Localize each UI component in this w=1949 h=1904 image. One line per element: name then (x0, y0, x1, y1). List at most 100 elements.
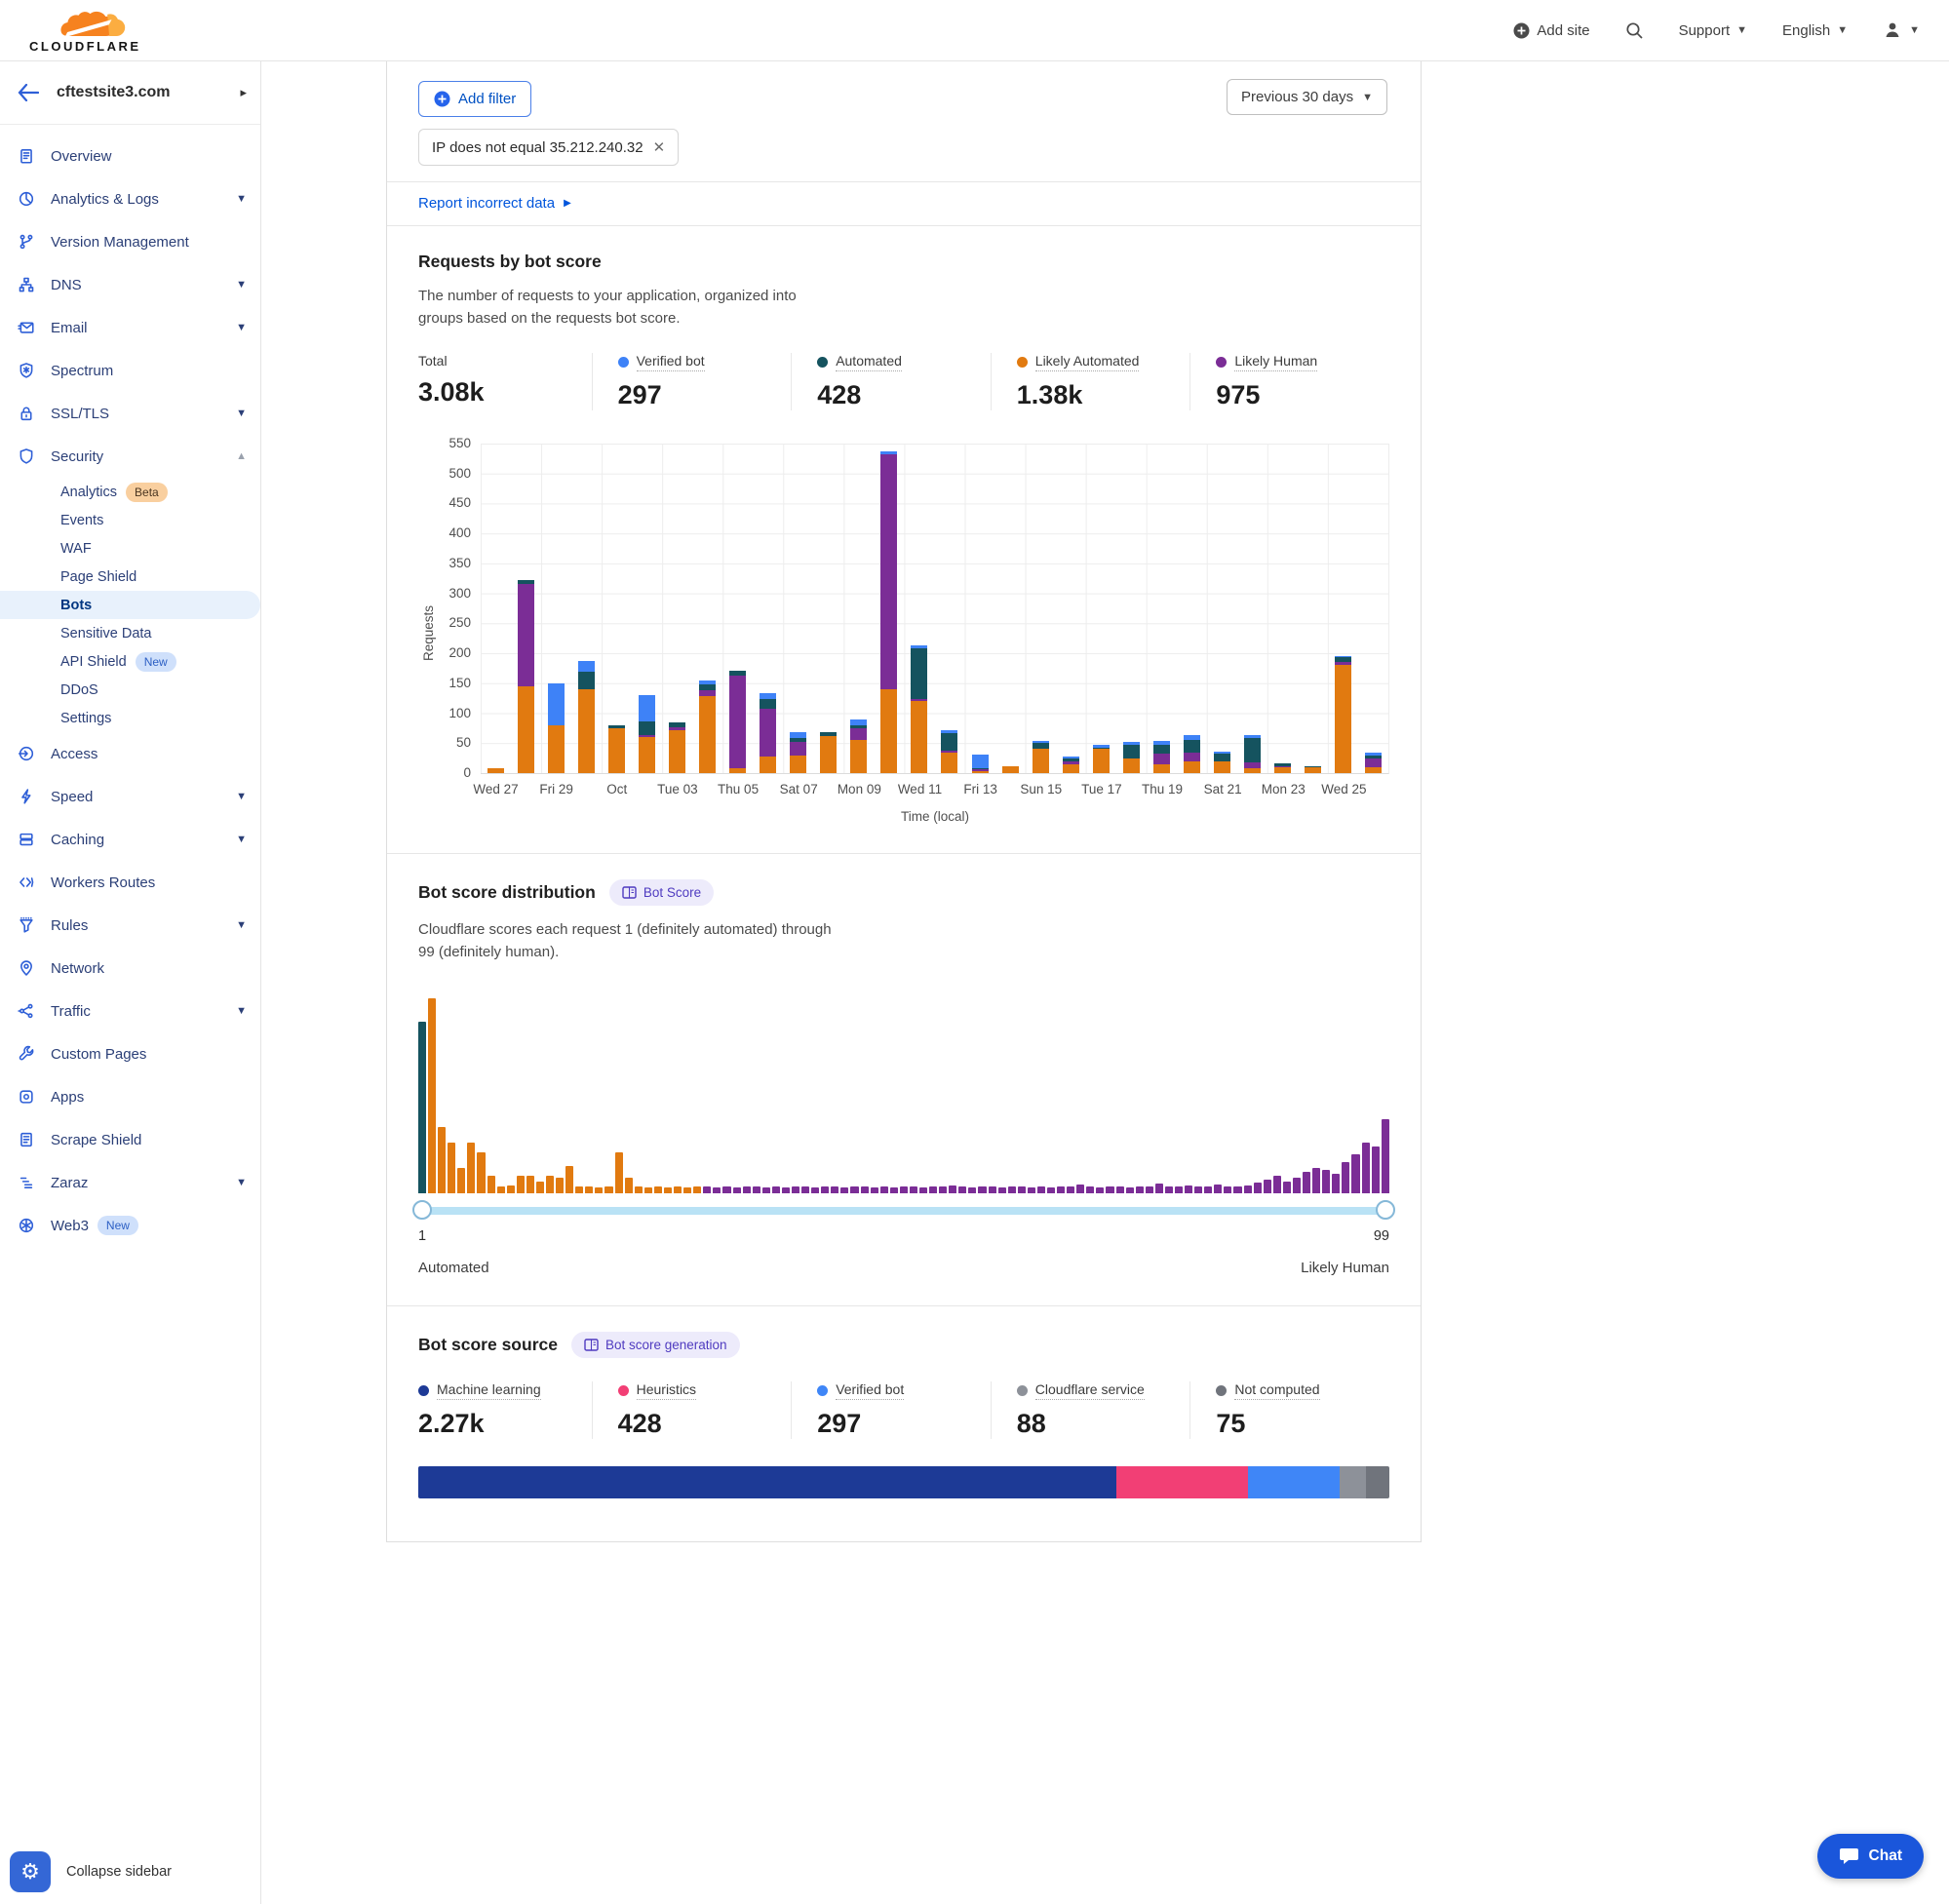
hist-bar-score-66 (1057, 1185, 1066, 1193)
sidebar-item-version-management[interactable]: Version Management (0, 220, 260, 263)
hist-bar-score-21 (614, 1152, 623, 1193)
segment-automated (1122, 745, 1140, 758)
segment-likely-human (850, 727, 868, 741)
slider-handle-min[interactable] (412, 1200, 432, 1220)
sidebar-item-overview[interactable]: Overview (0, 135, 260, 177)
sidebar-item-dns[interactable]: DNS ▼ (0, 263, 260, 306)
hist-bar-score-97 (1361, 1143, 1370, 1193)
report-incorrect-data-link[interactable]: Report incorrect data ▶ (418, 195, 571, 212)
y-tick: 450 (448, 495, 471, 511)
language-menu[interactable]: English ▼ (1782, 21, 1849, 39)
segment-likely-automated (669, 729, 686, 773)
bot-score-distribution-section: Bot score distribution Bot Score Cloudfl… (387, 854, 1421, 1306)
chevron-down-icon: ▼ (236, 408, 247, 419)
sidebar-item-caching[interactable]: Caching ▼ (0, 818, 260, 861)
stat-label[interactable]: Likely Human (1234, 353, 1318, 371)
sidebar-item-access[interactable]: Access (0, 732, 260, 775)
sidebar-subitem-api-shield[interactable]: API Shield New (0, 647, 260, 676)
stat-label[interactable]: Likely Automated (1034, 353, 1140, 371)
stat-label[interactable]: Verified bot (836, 1381, 905, 1400)
segment-likely-automated (941, 752, 958, 773)
add-filter-button[interactable]: Add filter (418, 81, 532, 117)
sidebar-subitem-waf[interactable]: WAF (0, 534, 260, 563)
sidebar-item-web3[interactable]: Web3 New (0, 1204, 260, 1247)
sidebar-item-network[interactable]: Network (0, 947, 260, 990)
x-tick: Mon 09 (837, 782, 881, 797)
sidebar-subitem-events[interactable]: Events (0, 506, 260, 534)
sidebar-item-zaraz[interactable]: Zaraz ▼ (0, 1161, 260, 1204)
stat-label[interactable]: Heuristics (636, 1381, 697, 1400)
bot-score-source-section: Bot score source Bot score generation Ma… (387, 1306, 1421, 1541)
y-tick: 150 (448, 675, 471, 690)
sidebar-item-label: Security (51, 447, 104, 465)
sidebar-item-apps[interactable]: Apps (0, 1075, 260, 1118)
sidebar-item-workers-routes[interactable]: Workers Routes (0, 861, 260, 904)
segment-likely-automated (1334, 665, 1351, 773)
add-site-button[interactable]: Add site (1513, 22, 1590, 39)
stat-label[interactable]: Cloudflare service (1034, 1381, 1145, 1400)
sidebar-item-speed[interactable]: Speed ▼ (0, 775, 260, 818)
collapse-sidebar-button[interactable]: Collapse sidebar (66, 1864, 173, 1880)
chevron-down-icon: ▼ (1736, 24, 1748, 36)
segment-likely-automated (1183, 760, 1200, 773)
y-tick: 200 (448, 645, 471, 661)
legend-dot (617, 357, 629, 368)
sidebar-subitem-settings[interactable]: Settings (0, 704, 260, 732)
segment-automated (518, 579, 535, 585)
sidebar-subitem-ddos[interactable]: DDoS (0, 676, 260, 704)
hist-bar-score-31 (713, 1186, 721, 1193)
sidebar-item-email[interactable]: Email ▼ (0, 306, 260, 349)
sidebar-item-analytics-logs[interactable]: Analytics & Logs ▼ (0, 177, 260, 220)
chat-button[interactable]: Chat (1816, 1834, 1924, 1879)
dns-icon (17, 275, 36, 294)
requests-chart: Requests 550 500 450 400 350 300 250 200 150 100 5… (418, 436, 1389, 824)
segment-automated (850, 724, 868, 728)
preferences-button[interactable]: ⚙ (10, 1851, 51, 1892)
date-range-selector[interactable]: Previous 30 days ▼ (1227, 79, 1387, 115)
stat-machine-learning: Machine learning 2.27k (418, 1381, 592, 1439)
sidebar-item-ssl-tls[interactable]: SSL/TLS ▼ (0, 392, 260, 435)
sidebar-item-custom-pages[interactable]: Custom Pages (0, 1032, 260, 1075)
segment-verified-bot (880, 451, 898, 455)
sidebar-subitem-sensitive-data[interactable]: Sensitive Data (0, 619, 260, 647)
y-tick: 50 (455, 735, 471, 751)
source-segment-heuristics (1115, 1466, 1248, 1498)
back-arrow-icon[interactable] (18, 84, 39, 101)
spectrum-icon (17, 361, 36, 380)
sidebar-item-rules[interactable]: Rules ▼ (0, 904, 260, 947)
sidebar-item-label: Traffic (51, 1002, 91, 1020)
search-button[interactable] (1625, 21, 1644, 40)
site-expand-icon[interactable]: ▸ (240, 85, 247, 99)
bot-score-generation-badge[interactable]: Bot score generation (570, 1332, 740, 1358)
hist-bar-score-33 (732, 1186, 741, 1193)
sidebar-subitem-page-shield[interactable]: Page Shield (0, 563, 260, 591)
score-range-slider[interactable] (412, 1200, 1395, 1220)
slider-handle-max[interactable] (1376, 1200, 1395, 1220)
x-tick: Oct (606, 782, 628, 797)
legend-dot (1216, 1385, 1228, 1396)
filter-chip[interactable]: IP does not equal 35.212.240.32 ✕ (418, 129, 680, 166)
sidebar-item-scrape-shield[interactable]: Scrape Shield (0, 1118, 260, 1161)
access-icon (17, 744, 36, 763)
cloudflare-logo[interactable]: CLOUDFLARE (29, 8, 141, 54)
hist-bar-score-1 (418, 1022, 427, 1193)
stat-label[interactable]: Not computed (1234, 1381, 1320, 1400)
sidebar-subitem-bots[interactable]: Bots (0, 591, 260, 619)
sidebar-item-traffic[interactable]: Traffic ▼ (0, 990, 260, 1032)
sidebar-item-spectrum[interactable]: Spectrum (0, 349, 260, 392)
remove-filter-icon[interactable]: ✕ (652, 139, 666, 156)
hist-bar-score-37 (771, 1186, 780, 1193)
hist-bar-score-6 (467, 1143, 476, 1193)
hist-bar-score-63 (1027, 1186, 1035, 1193)
account-menu[interactable]: ▼ (1883, 20, 1920, 40)
stat-label[interactable]: Automated (836, 353, 902, 371)
sidebar-subitem-analytics[interactable]: Analytics Beta (0, 478, 260, 506)
web3-icon (17, 1216, 36, 1235)
stat-label[interactable]: Verified bot (636, 353, 705, 371)
hist-bar-score-76 (1154, 1184, 1163, 1193)
stat-label[interactable]: Machine learning (437, 1381, 541, 1400)
bot-score-badge[interactable]: Bot Score (608, 879, 715, 906)
sidebar-item-security[interactable]: Security ▲ (0, 435, 260, 478)
support-menu[interactable]: Support ▼ (1678, 21, 1748, 39)
